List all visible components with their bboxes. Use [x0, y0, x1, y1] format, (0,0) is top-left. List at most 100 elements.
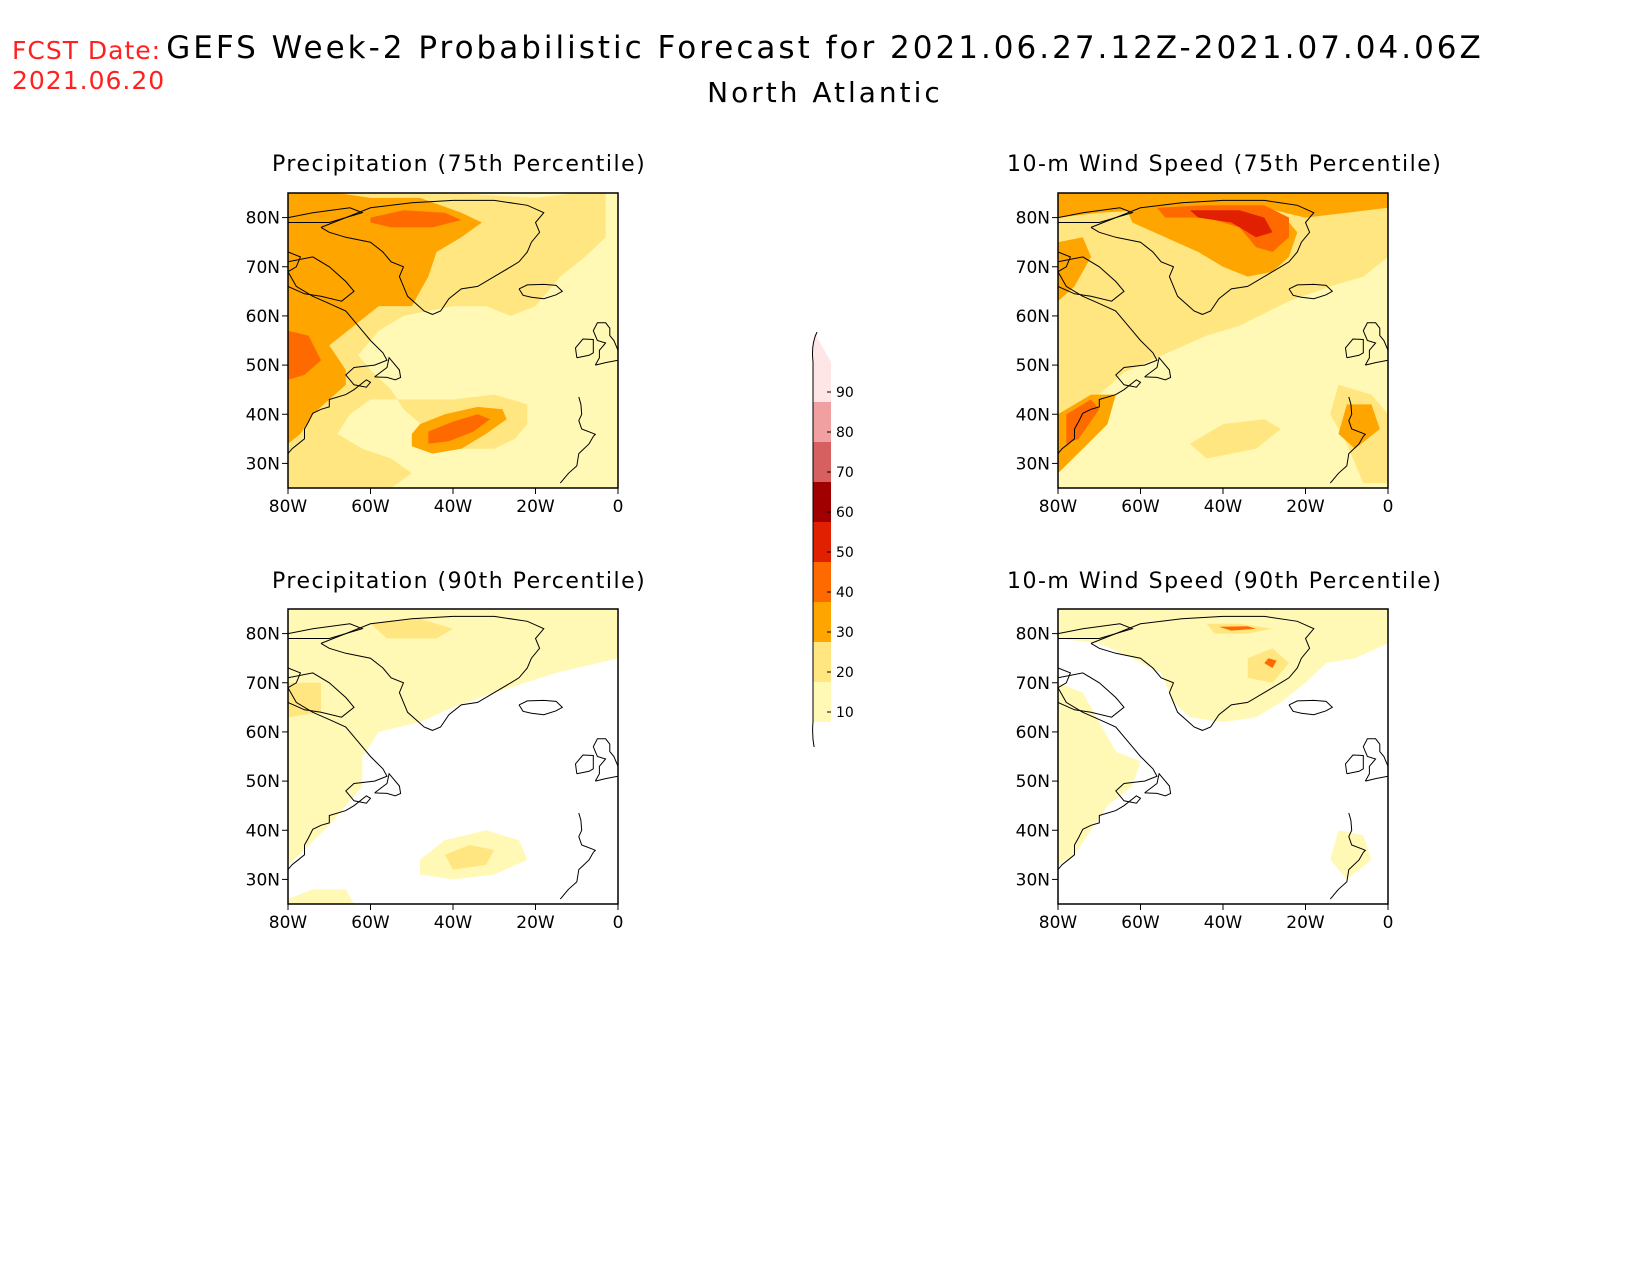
lat-tick-label: 80N	[246, 625, 280, 645]
coastlines	[288, 615, 618, 900]
lat-tick-label: 60N	[1016, 307, 1050, 327]
lat-tick-label: 70N	[246, 258, 280, 278]
colorbar: 90 80 70 60 50 40 30 20 10	[812, 332, 854, 747]
probability-contour	[428, 414, 491, 444]
lat-tick-label: 50N	[1016, 356, 1050, 376]
lat-tick-label: 40N	[1016, 821, 1050, 841]
probability-contour	[288, 682, 321, 718]
coastline	[518, 283, 564, 300]
map-wind-75: 80N 70N 60N 50N 40N 30N 80W 60W 40W 20W 0	[1016, 192, 1394, 517]
coastline	[374, 772, 402, 797]
probability-field	[288, 193, 618, 488]
coastline	[1329, 396, 1367, 484]
lon-tick-label: 80W	[269, 913, 308, 933]
lat-tick-label: 60N	[246, 307, 280, 327]
lon-tick-label: 80W	[1039, 497, 1078, 517]
lat-tick-label: 50N	[246, 356, 280, 376]
coastline	[1058, 672, 1125, 718]
coastline	[1329, 812, 1367, 900]
lon-tick-label: 80W	[1039, 913, 1078, 933]
colorbar-label: 90	[836, 385, 854, 401]
lon-tick-label: 0	[1383, 497, 1394, 517]
coastline	[1090, 199, 1315, 315]
coastline	[1344, 338, 1364, 359]
coastline	[288, 623, 364, 639]
coastline	[1090, 615, 1315, 731]
coastline	[592, 322, 618, 366]
fcst-date-label: FCST Date:	[12, 36, 162, 65]
probability-contour	[1264, 658, 1277, 668]
lon-tick-label: 60W	[351, 497, 390, 517]
probability-contour	[1058, 237, 1091, 302]
coastline	[1144, 356, 1172, 381]
lat-tick-label: 40N	[246, 405, 280, 425]
lat-tick-label: 40N	[1016, 405, 1050, 425]
lon-tick-label: 40W	[1204, 497, 1243, 517]
lat-tick-label: 60N	[246, 723, 280, 743]
coastlines	[288, 199, 618, 484]
colorbar-label: 20	[836, 665, 854, 681]
lat-tick-label: 50N	[1016, 772, 1050, 792]
probability-contour	[1190, 419, 1281, 459]
panel-title-precip-75: Precipitation (75th Percentile)	[272, 152, 647, 177]
coastline	[1288, 283, 1334, 300]
coastline	[1058, 207, 1134, 223]
lon-tick-label: 0	[613, 497, 624, 517]
coastline	[1344, 754, 1364, 775]
lon-tick-label: 0	[1383, 913, 1394, 933]
colorbar-swatch	[813, 562, 831, 602]
coastline	[1058, 256, 1125, 302]
coastline	[574, 338, 594, 359]
coastline	[1362, 738, 1388, 782]
colorbar-swatch	[813, 362, 831, 402]
colorbar-top-arrow	[813, 332, 831, 362]
lon-tick-label: 20W	[1286, 913, 1325, 933]
lat-tick-label: 30N	[246, 454, 280, 474]
lat-tick-label: 30N	[1016, 454, 1050, 474]
coastline	[1288, 699, 1334, 716]
coastline	[559, 812, 597, 900]
page-subtitle: North Atlantic	[707, 76, 943, 109]
colorbar-label: 30	[836, 625, 854, 641]
probability-field	[288, 609, 618, 904]
probability-contour	[444, 845, 495, 870]
lon-tick-label: 40W	[1204, 913, 1243, 933]
coastline	[1058, 623, 1134, 639]
lon-tick-label: 60W	[351, 913, 390, 933]
coastline	[288, 251, 388, 454]
coastline	[518, 699, 564, 716]
fcst-date-block: FCST Date: 2021.06.20	[12, 36, 165, 96]
lat-tick-label: 60N	[1016, 723, 1050, 743]
coastline	[1058, 251, 1158, 454]
lat-tick-label: 30N	[246, 870, 280, 890]
lon-tick-label: 20W	[516, 497, 555, 517]
coastline	[1144, 772, 1172, 797]
colorbar-label: 60	[836, 505, 854, 521]
coastline	[320, 199, 545, 315]
probability-contour	[288, 193, 482, 444]
lat-tick-label: 70N	[246, 674, 280, 694]
colorbar-swatch	[813, 442, 831, 482]
colorbar-swatch	[813, 682, 831, 722]
map-wind-90: 80N 70N 60N 50N 40N 30N 80W 60W 40W 20W 0	[1016, 608, 1394, 933]
probability-contour	[288, 330, 321, 380]
probability-contour	[288, 609, 618, 865]
lat-tick-label: 70N	[1016, 258, 1050, 278]
colorbar-swatch	[813, 482, 831, 522]
coastline	[1362, 322, 1388, 366]
probability-contour	[370, 210, 462, 228]
lat-tick-label: 80N	[1016, 209, 1050, 229]
colorbar-swatch	[813, 402, 831, 442]
panel-title-wind-75: 10-m Wind Speed (75th Percentile)	[1007, 152, 1443, 177]
colorbar-swatch	[813, 642, 831, 682]
map-precip-90: 80N 70N 60N 50N 40N 30N 80W 60W 40W 20W 0	[246, 608, 623, 933]
probability-contour	[1058, 682, 1141, 865]
lat-tick-label: 50N	[246, 772, 280, 792]
probability-contour	[1190, 210, 1273, 238]
probability-contour	[1338, 404, 1380, 449]
probability-field	[1058, 193, 1388, 488]
coastline	[288, 256, 355, 302]
lat-tick-label: 80N	[246, 209, 280, 229]
probability-contour	[1247, 648, 1289, 683]
lon-tick-label: 40W	[434, 913, 473, 933]
